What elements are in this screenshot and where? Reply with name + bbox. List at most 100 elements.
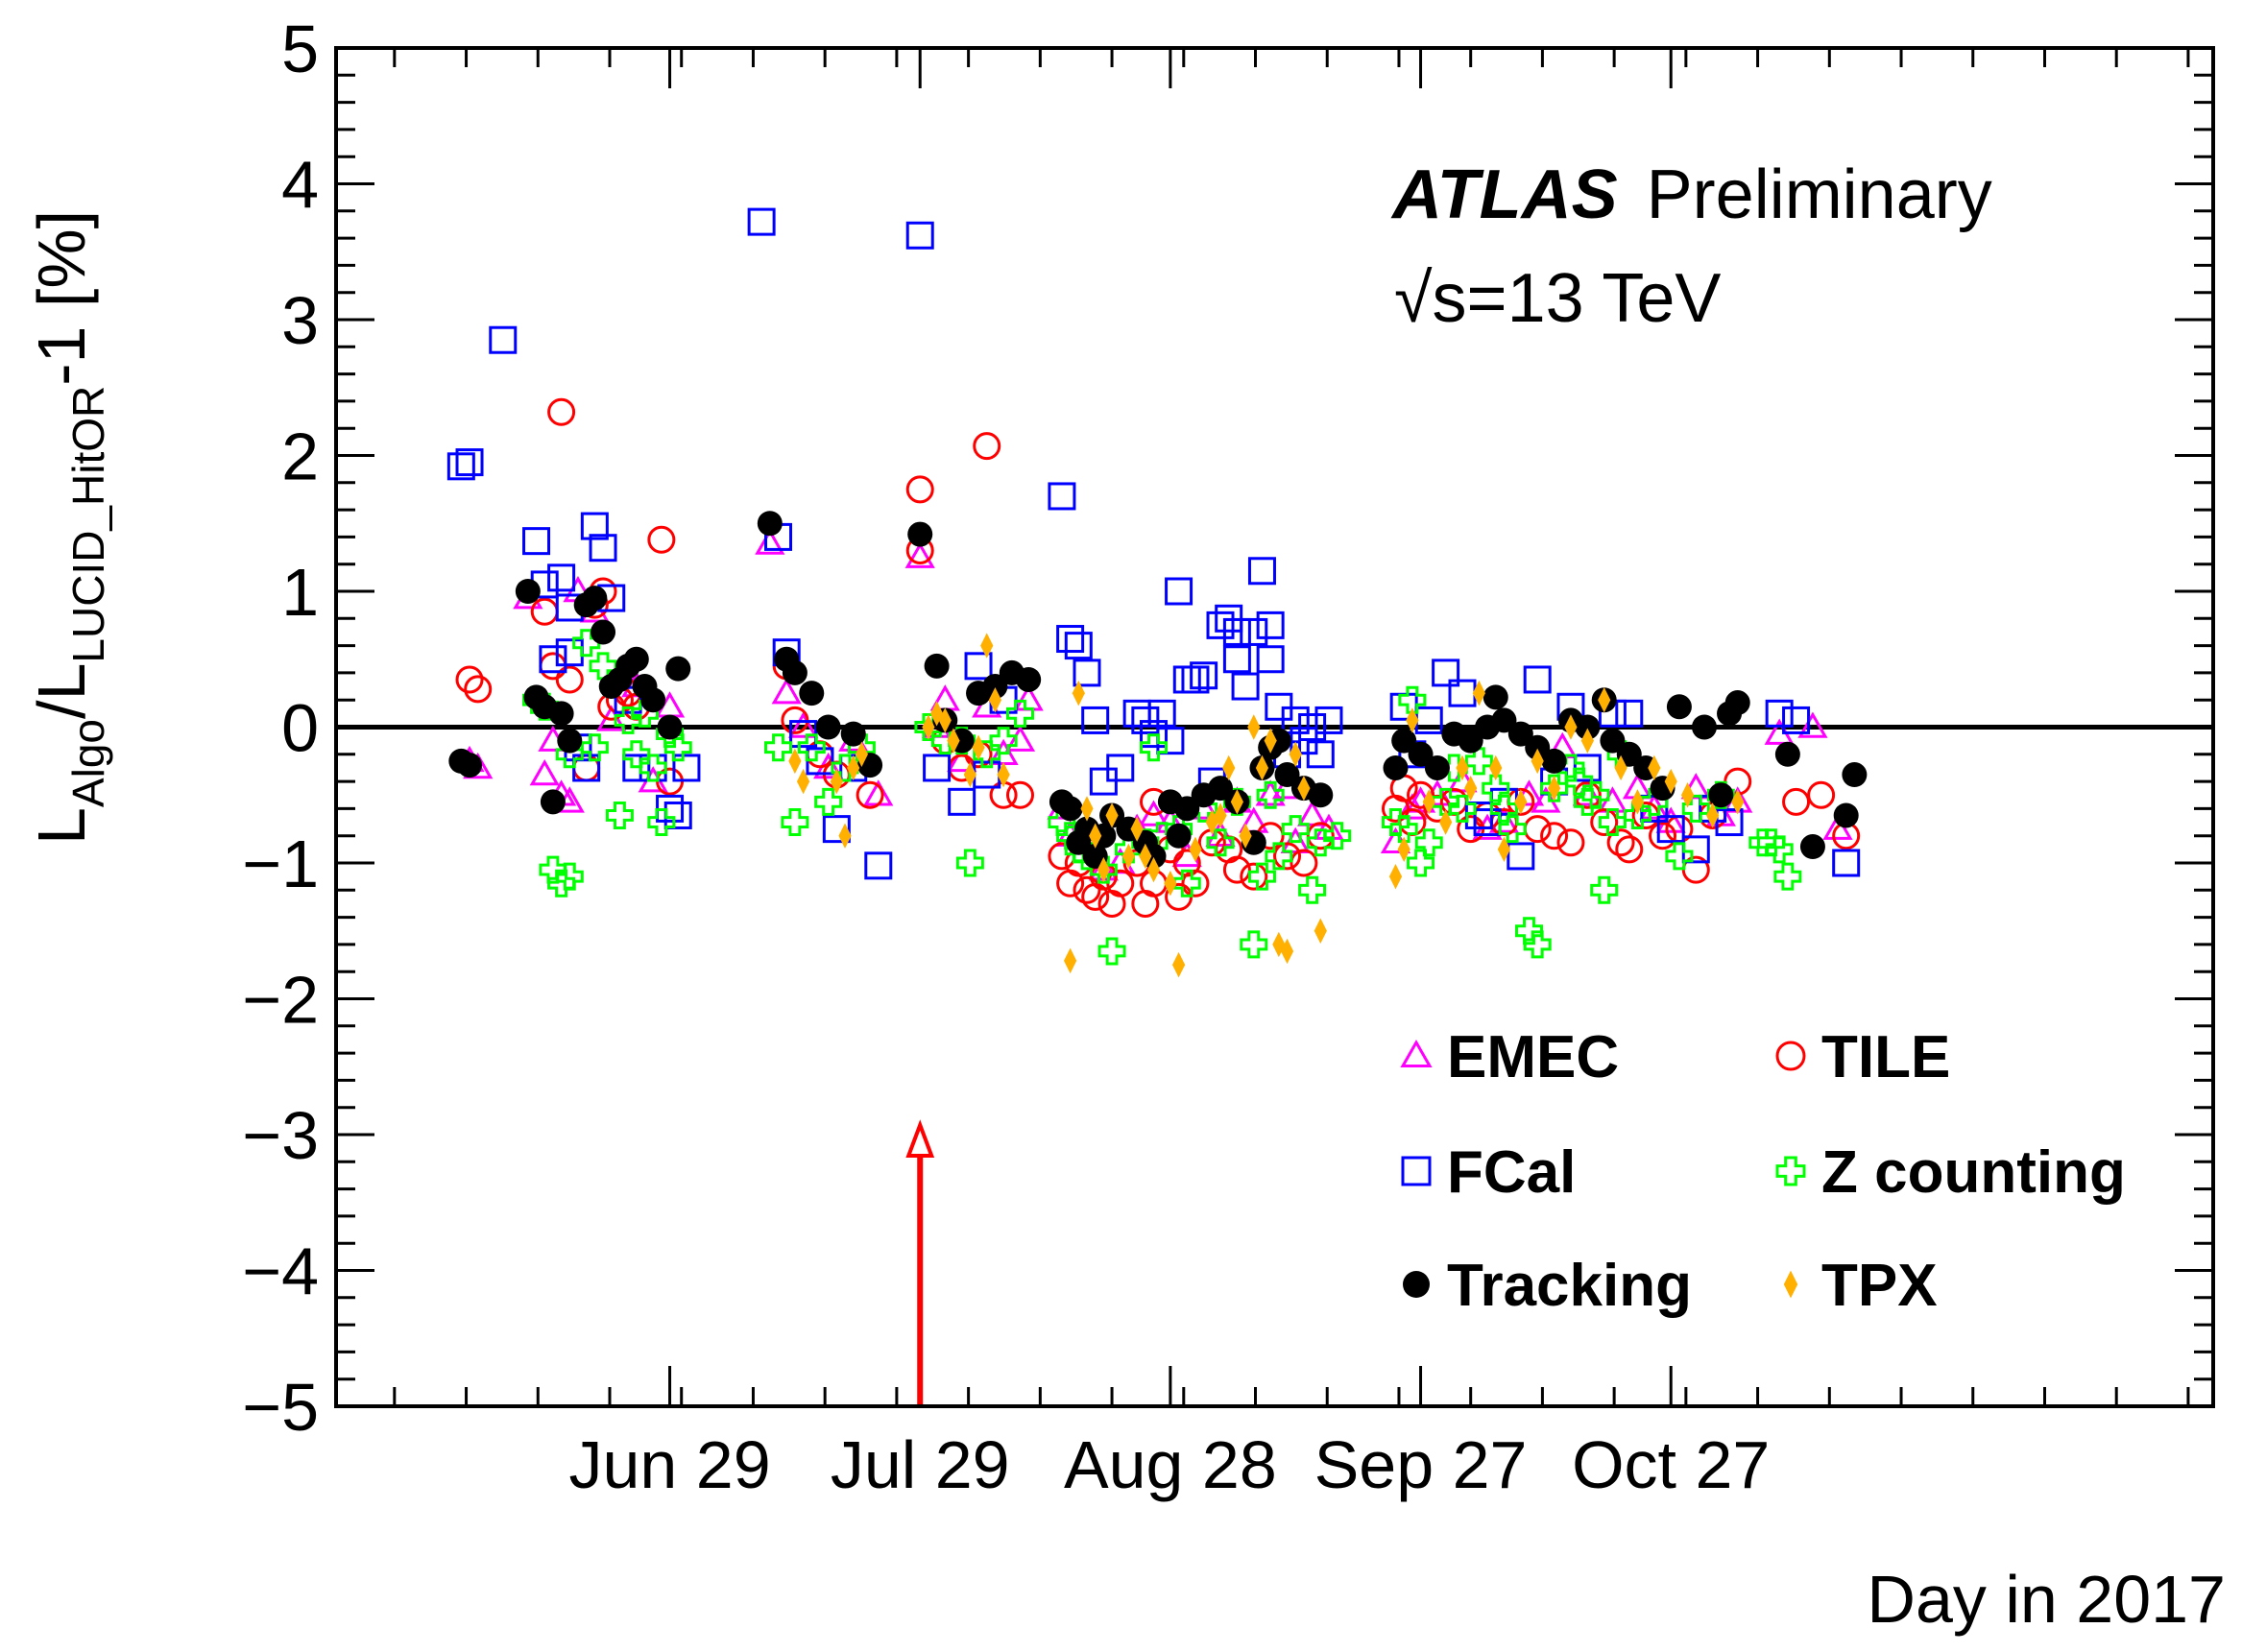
data-point <box>799 681 825 706</box>
legend-marker <box>1775 1041 1806 1071</box>
y-tick-label: 1 <box>281 555 319 630</box>
y-axis-title-main: L <box>24 807 99 845</box>
data-point <box>905 475 934 504</box>
data-point <box>1681 782 1695 808</box>
data-point <box>555 862 584 891</box>
legend-marker <box>1401 1156 1432 1186</box>
atlas-label: ATLAS Preliminary <box>1390 156 1992 233</box>
data-point <box>640 687 666 713</box>
data-point <box>1630 789 1645 815</box>
data-point <box>822 815 851 844</box>
data-point <box>1388 863 1403 890</box>
plot-frame <box>334 46 2215 1408</box>
data-point <box>572 629 601 658</box>
data-point <box>1140 733 1169 762</box>
data-point <box>1765 835 1794 864</box>
data-point <box>989 727 1018 755</box>
data-point <box>446 452 475 481</box>
data-point <box>1564 714 1578 740</box>
data-point <box>1523 930 1552 959</box>
data-point <box>522 527 551 556</box>
data-point <box>1308 782 1334 808</box>
data-point <box>672 754 701 782</box>
data-point <box>1231 672 1260 701</box>
data-point <box>796 768 810 795</box>
data-point <box>1432 658 1460 687</box>
data-point <box>1464 775 1478 802</box>
data-point <box>1575 714 1601 740</box>
data-point <box>1664 768 1677 795</box>
data-point <box>930 701 944 727</box>
data-point <box>1507 721 1533 747</box>
data-point <box>1439 809 1453 835</box>
data-point <box>555 665 584 694</box>
data-point <box>1615 699 1644 728</box>
data-point <box>1005 699 1034 728</box>
data-point <box>1547 775 1561 802</box>
data-point <box>1656 815 1685 844</box>
data-point <box>455 448 484 477</box>
data-point <box>657 714 683 740</box>
data-point <box>948 787 976 816</box>
y-tick-label: 4 <box>281 148 319 223</box>
data-point <box>1458 728 1483 754</box>
x-axis-title: Day in 2017 <box>1867 1562 2226 1637</box>
legend-marker <box>1403 1271 1430 1298</box>
data-point <box>1057 796 1083 822</box>
data-point <box>1298 713 1327 741</box>
y-tick-label: −1 <box>242 826 319 901</box>
legend-label: Tracking <box>1447 1253 1692 1319</box>
y-tick-label: −5 <box>242 1370 319 1445</box>
data-point <box>1541 748 1567 774</box>
data-point <box>1648 754 1661 781</box>
data-point <box>1004 725 1036 752</box>
data-point <box>1580 728 1594 754</box>
data-point <box>489 325 518 354</box>
data-point <box>1398 685 1427 714</box>
data-point <box>1472 680 1485 706</box>
data-point <box>980 633 994 658</box>
data-point <box>1306 740 1335 769</box>
data-point <box>1222 754 1236 781</box>
data-point <box>1214 802 1227 828</box>
data-point <box>1206 611 1235 639</box>
data-point <box>1731 789 1745 815</box>
data-point <box>548 701 574 727</box>
data-point <box>1623 801 1651 829</box>
data-point <box>1056 625 1085 654</box>
data-point <box>1389 815 1418 844</box>
data-point <box>1222 617 1251 646</box>
y-axis-title-mid: /L <box>24 663 99 719</box>
data-point <box>1773 862 1802 891</box>
data-point <box>1097 856 1110 883</box>
data-point <box>457 753 483 778</box>
data-point <box>973 432 1001 461</box>
x-tick-label: Jun 29 <box>568 1427 770 1502</box>
data-point <box>1464 747 1493 776</box>
data-point <box>1189 836 1202 863</box>
y-tick-label: −2 <box>242 963 319 1038</box>
data-point <box>1265 842 1293 871</box>
data-point <box>1105 802 1119 828</box>
atlas-experiment-name: ATLAS <box>1390 156 1618 233</box>
data-point <box>1391 728 1417 754</box>
data-point <box>964 652 993 681</box>
data-point <box>1497 836 1511 863</box>
data-point <box>1146 856 1161 883</box>
data-point <box>547 397 576 426</box>
data-point <box>1600 728 1626 754</box>
data-point <box>591 619 616 645</box>
arrow-head <box>905 1119 935 1158</box>
data-point <box>1205 820 1236 847</box>
data-point <box>1016 666 1042 692</box>
data-point <box>771 678 802 705</box>
data-point <box>787 711 819 738</box>
legend-label: Z counting <box>1821 1139 2126 1206</box>
data-point <box>663 733 692 762</box>
data-point <box>782 659 808 685</box>
data-point <box>1691 714 1717 740</box>
data-point <box>1306 822 1335 850</box>
data-point <box>1230 789 1243 815</box>
data-point <box>1540 774 1569 802</box>
data-point <box>1383 754 1409 780</box>
